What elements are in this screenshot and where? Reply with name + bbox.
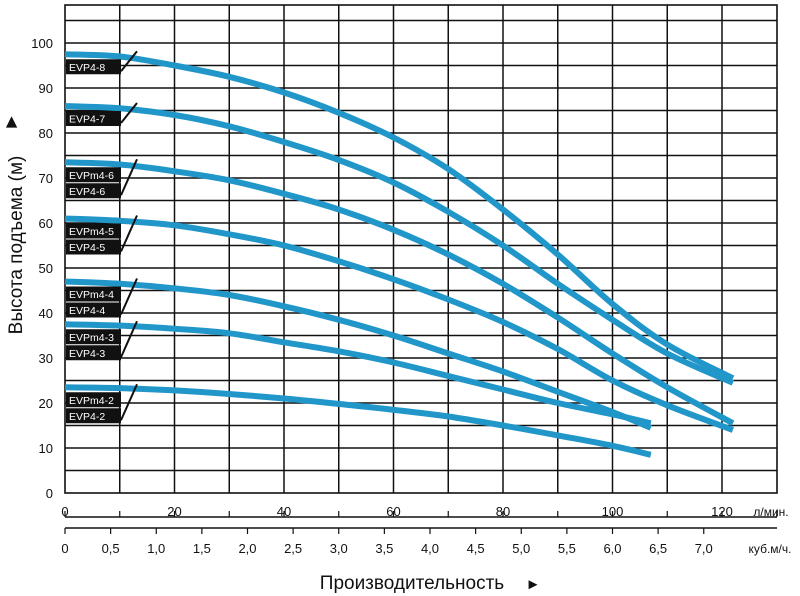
- curve-tag-label: EVP4-7: [69, 114, 105, 126]
- curve-tag-leader: [120, 278, 138, 315]
- x2-tick-label: 0,5: [102, 541, 120, 556]
- x2-tick-label: 4,5: [467, 541, 485, 556]
- curve-tag-leader: [120, 50, 138, 72]
- x-tick-label: 120: [711, 504, 733, 519]
- curve-tag: [66, 302, 121, 318]
- y-tick-label: 100: [31, 36, 53, 51]
- pump-curve-evp4-5: [64, 215, 734, 433]
- curve-tag-label: EVP4-6: [69, 186, 105, 198]
- y-tick-label: 60: [39, 216, 53, 231]
- curve-tag-label: EVP4-5: [69, 242, 105, 254]
- y-axis-title: Высота подъема (м): [6, 156, 27, 335]
- curve-tag: [66, 239, 121, 255]
- curve-labels: EVP4-8 EVP4-7 EVPm4-6 EVP4-6 EVPm4-5 EVP4-5 EV…: [66, 50, 138, 424]
- x2-tick-label: 0: [61, 541, 68, 556]
- x2-tick-label: 2,5: [284, 541, 302, 556]
- y-axis-arrow: ►: [1, 113, 22, 132]
- x-tick-label: 60: [386, 504, 400, 519]
- curve-tag: [66, 392, 121, 408]
- curve-tag-label: EVP4-4: [69, 305, 105, 317]
- x2-tick-label: 3,0: [330, 541, 348, 556]
- y-tick-label: 10: [39, 441, 53, 456]
- x2-tick-label: 2,0: [238, 541, 256, 556]
- curve-tag-leader: [120, 383, 138, 421]
- curve-tag: [66, 59, 121, 75]
- pump-curve-evp4-2: [64, 384, 652, 458]
- x-tick-label: 20: [167, 504, 181, 519]
- curve-tag: [66, 345, 121, 361]
- x2-tick-label: 1,0: [147, 541, 165, 556]
- curve-tag: [66, 183, 121, 199]
- x-tick-label: 0: [61, 504, 68, 519]
- curve-tag: [66, 329, 121, 345]
- x2-unit-label: куб.м/ч.: [749, 542, 792, 556]
- x2-tick-label: 5,0: [512, 541, 530, 556]
- curve-tag-label: EVPm4-2: [69, 395, 114, 407]
- y-tick-label: 80: [39, 126, 53, 141]
- curve-tag: [66, 286, 121, 302]
- y-tick-label: 20: [39, 396, 53, 411]
- curve-tag-leader: [120, 320, 138, 358]
- x-axis-title: Производительность: [320, 573, 505, 594]
- curve-tag-leader: [120, 158, 138, 196]
- curve-tag-leader: [120, 102, 138, 124]
- x-tick-label: 40: [277, 504, 291, 519]
- y-tick-label: 50: [39, 261, 53, 276]
- pump-curve-evp4-7: [64, 103, 735, 386]
- x2-tick-label: 6,5: [649, 541, 667, 556]
- y-tick-label: 40: [39, 306, 53, 321]
- curve-tag-label: EVPm4-4: [69, 289, 114, 301]
- axes: 0 10 20 30 40 50 60 70 80 90 100 0 20 40 60 80 100 120 л/м…: [31, 36, 791, 556]
- curve-tag: [66, 167, 121, 183]
- x2-tick-label: 7,0: [695, 541, 713, 556]
- curve-tag-label: EVP4-8: [69, 62, 105, 74]
- plot-frame: [64, 4, 778, 494]
- pump-curve-evp4-8: [64, 51, 735, 381]
- y-tick-label: 0: [46, 486, 53, 501]
- x-axis-arrow: ►: [526, 576, 541, 593]
- pump-curve-evp4-4: [64, 278, 652, 431]
- x-tick-label: 100: [602, 504, 624, 519]
- grid: [64, 4, 778, 494]
- x2-tick-label: 4,0: [421, 541, 439, 556]
- pump-curves: [64, 51, 735, 458]
- y-tick-label: 70: [39, 171, 53, 186]
- curve-tag-label: EVP4-3: [69, 348, 105, 360]
- x-tick-label: 80: [496, 504, 510, 519]
- curve-tag: [66, 408, 121, 424]
- x2-tick-label: 3,5: [375, 541, 393, 556]
- y-tick-label: 90: [39, 81, 53, 96]
- curve-tag: [66, 111, 121, 126]
- x-unit-label: л/мин.: [753, 505, 788, 519]
- x2-tick-label: 5,5: [558, 541, 576, 556]
- x2-tick-label: 1,5: [193, 541, 211, 556]
- curve-tag-label: EVPm4-3: [69, 332, 114, 344]
- curve-tag-leader: [120, 215, 138, 252]
- x2-tick-label: 6,0: [603, 541, 621, 556]
- y-tick-label: 30: [39, 351, 53, 366]
- curve-tag-label: EVPm4-5: [69, 226, 114, 238]
- curve-tag-label: EVPm4-6: [69, 170, 114, 182]
- pump-curve-evp4-3: [64, 321, 652, 427]
- pump-curve-evp4-6: [64, 159, 735, 426]
- curve-tag-label: EVP4-2: [69, 411, 105, 423]
- curve-tag: [66, 223, 121, 239]
